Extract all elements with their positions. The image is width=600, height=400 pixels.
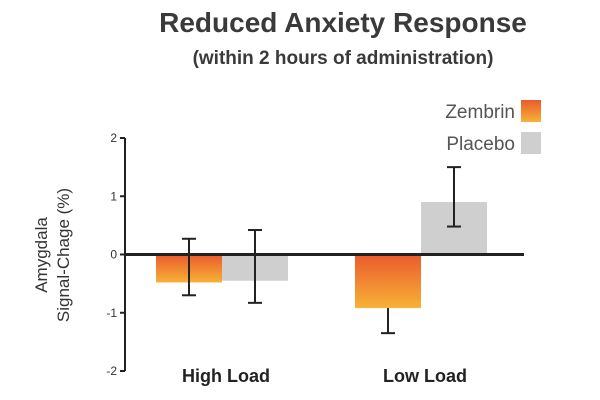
chart-title: Reduced Anxiety Response <box>159 7 527 38</box>
y-axis-ticks: 2 1 0 -1 -2 <box>106 131 125 378</box>
legend-label-placebo: Placebo <box>446 134 515 155</box>
legend: Zembrin Placebo <box>445 100 541 155</box>
category-label-high-load: High Load <box>182 366 270 386</box>
y-tick-label: -2 <box>106 364 117 378</box>
y-axis-label: Amygdala Signal-Chage (%) <box>32 188 73 322</box>
y-axis-label-line-1: Amygdala <box>32 217 51 293</box>
bar-zembrin-low-load <box>355 254 421 309</box>
error-bars <box>182 166 461 335</box>
legend-label-zembrin: Zembrin <box>445 102 515 123</box>
y-axis-label-line-2: Signal-Chage (%) <box>54 188 73 322</box>
bars <box>156 202 487 309</box>
chart-subtitle: (within 2 hours of administration) <box>193 48 494 69</box>
y-tick-label: 1 <box>110 189 117 203</box>
category-label-low-load: Low Load <box>383 366 467 386</box>
y-tick-label: 0 <box>110 248 117 262</box>
y-tick-label: -1 <box>106 306 117 320</box>
legend-swatch-zembrin <box>521 100 541 122</box>
legend-swatch-placebo <box>521 132 541 154</box>
y-tick-label: 2 <box>110 131 117 145</box>
